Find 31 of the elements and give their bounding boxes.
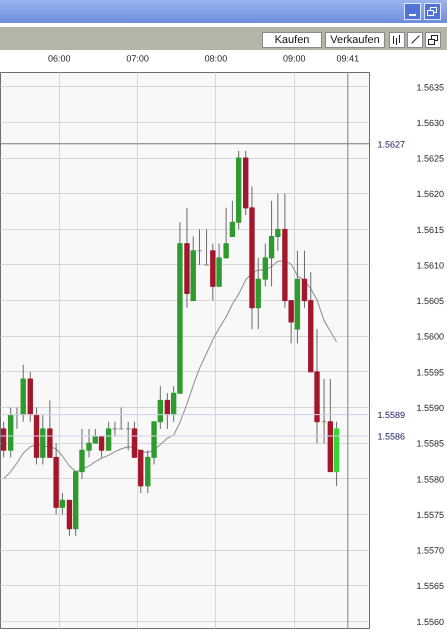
button: Verkaufen: [325, 32, 385, 48]
y-tick-label: 1.5630: [416, 118, 444, 128]
button: Kaufen: [262, 32, 322, 48]
y-tick-label: 1.5595: [416, 367, 444, 378]
y-tick-label: 1.5635: [416, 82, 444, 92]
x-tick-label: 09:41: [336, 54, 360, 64]
y-tick-label: 1.5580: [416, 474, 444, 484]
y-tick-label: 1.5570: [416, 546, 444, 556]
y-tick-label: 1.5610: [416, 260, 444, 270]
y-tick-label: 1.5560: [416, 616, 444, 627]
y-tick-label: 1.5620: [416, 189, 444, 200]
y-tick-label: 1.5600: [416, 332, 444, 342]
y-tick-label: 1.5585: [416, 438, 444, 449]
y-tick-label: 1.5625: [416, 154, 444, 164]
x-tick-label: 06:00: [48, 54, 71, 64]
candlestick: [164, 392, 170, 430]
ref-line-label: 1.5586: [378, 432, 406, 442]
y-tick-label: 1.5575: [416, 510, 444, 520]
y-tick-label: 1.5615: [416, 224, 444, 235]
x-tick-label: 09:00: [283, 54, 306, 64]
ref-line-label: 1.5627: [378, 139, 406, 150]
x-tick-label: 08:00: [204, 54, 228, 64]
candlestick: [223, 207, 229, 258]
y-tick-label: 1.5590: [416, 403, 444, 414]
ref-line-label: 1.5589: [378, 410, 406, 420]
candlestick: [98, 436, 104, 458]
y-tick-label: 1.5565: [416, 581, 444, 592]
candlestick: [106, 421, 112, 451]
y-tick-label: 1.5605: [416, 296, 444, 306]
x-tick-label: 07:00: [126, 54, 149, 64]
candlestick: [60, 492, 66, 515]
